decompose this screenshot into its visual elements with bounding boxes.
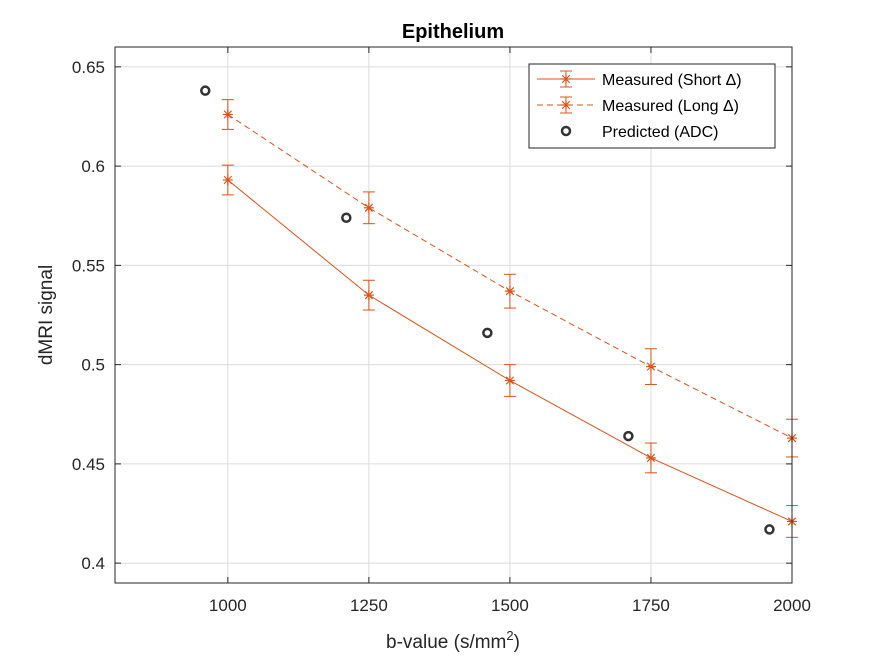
star-stroke [505, 287, 515, 296]
star-stroke [364, 203, 374, 212]
legend-item-0: Measured (Short Δ) [537, 70, 742, 89]
y-axis-label: dMRI signal [36, 265, 57, 365]
y-tick-label: 0.55 [72, 256, 105, 275]
data-point [482, 327, 493, 339]
data-point [623, 430, 634, 442]
y-tick-label: 0.65 [72, 58, 105, 77]
series-layer [200, 85, 798, 538]
legend-box [528, 63, 776, 149]
data-point [222, 175, 233, 186]
data-point [504, 375, 515, 386]
data-point [645, 361, 656, 372]
star-stroke [561, 74, 571, 84]
star-stroke [561, 100, 571, 110]
x-axis-label-sup: 2 [506, 628, 513, 643]
star-stroke [364, 290, 374, 300]
x-axis-label-base: b-value (s/mm [386, 632, 506, 653]
data-point [764, 524, 775, 535]
legend-label: Predicted (ADC) [602, 124, 718, 141]
y-tick-label: 0.45 [72, 455, 105, 474]
legend-item-1: Measured (Long Δ) [537, 96, 739, 115]
data-point [645, 452, 656, 463]
star-stroke [505, 376, 515, 385]
star-stroke [646, 453, 656, 463]
x-tick-label: 1500 [491, 596, 529, 615]
legend-marker [561, 100, 571, 110]
legend: Measured (Short Δ) Measured (Long Δ) Predi… [528, 63, 776, 149]
plot-frame [114, 46, 793, 584]
legend-item-2: Predicted (ADC) [560, 124, 718, 141]
series-2 [200, 85, 775, 535]
data-point [200, 85, 211, 96]
chart-title: Epithelium [402, 21, 504, 43]
data-point [222, 109, 233, 120]
y-tick-label: 0.4 [81, 554, 105, 573]
x-tick-label: 2000 [773, 596, 811, 615]
data-point [363, 290, 374, 301]
star-stroke [223, 110, 233, 119]
y-tick-label: 0.5 [81, 356, 105, 375]
x-tick-label: 1000 [209, 596, 247, 615]
legend-marker [560, 125, 572, 137]
x-axis-label: b-value (s/mm2) [386, 628, 520, 653]
x-tick-label: 1750 [632, 596, 670, 615]
ticks: 1000 1250 1500 1750 2000 0.4 0.45 0.5 0.55 0.6 0.6… [72, 47, 811, 615]
legend-marker [561, 74, 571, 84]
star-stroke [223, 175, 233, 185]
star-stroke [646, 362, 656, 371]
x-tick-label: 1250 [350, 596, 388, 615]
data-point [504, 286, 515, 297]
data-point [363, 202, 374, 213]
legend-label: Measured (Short Δ) [602, 72, 742, 89]
x-axis-label-close: ) [514, 632, 520, 653]
legend-label: Measured (Long Δ) [602, 98, 739, 115]
y-tick-label: 0.6 [81, 157, 105, 176]
data-point [341, 212, 352, 223]
